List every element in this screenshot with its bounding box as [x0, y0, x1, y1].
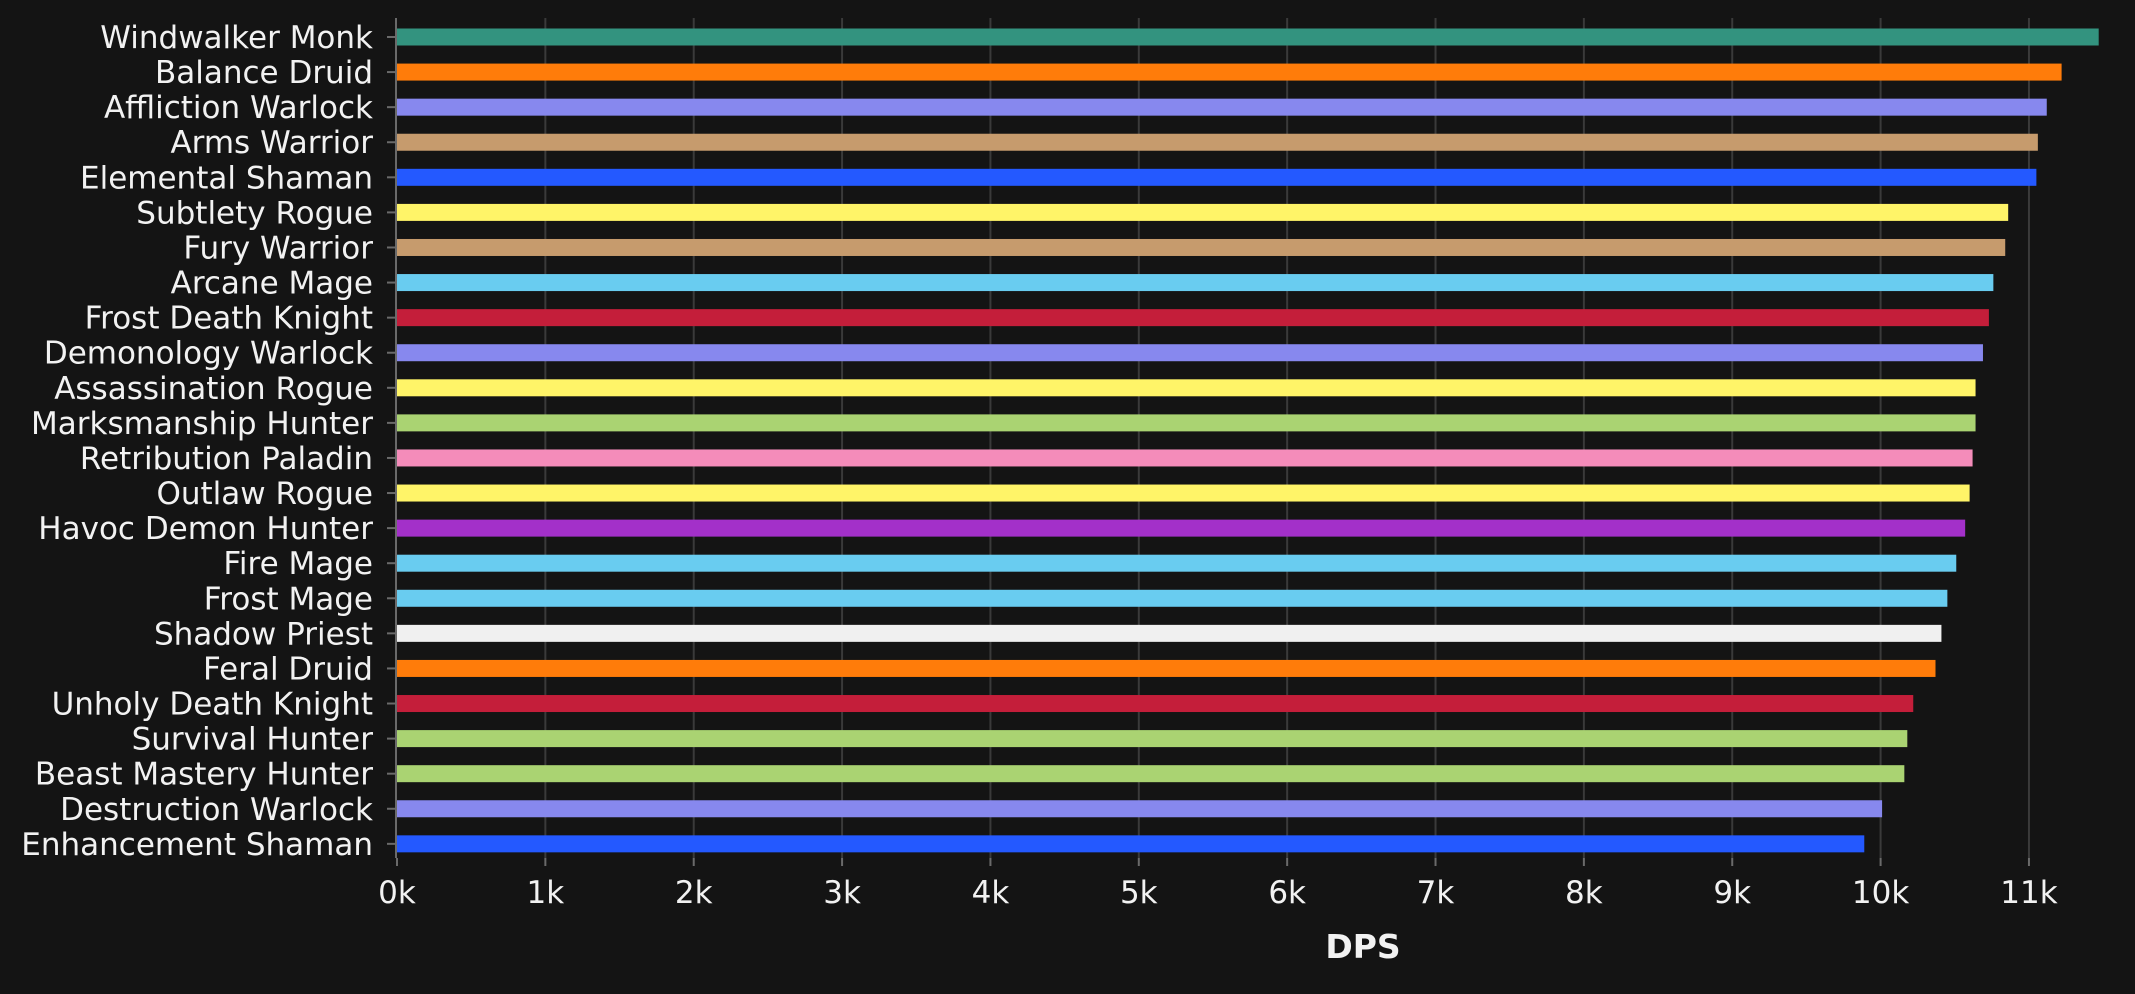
category-label: Frost Death Knight [85, 301, 373, 337]
category-label: Elemental Shaman [80, 160, 373, 196]
x-tick-label: 5k [1120, 875, 1158, 911]
bar-fire-mage [397, 554, 1957, 572]
bar-shadow-priest [397, 624, 1942, 642]
bar-marksmanship-hunter [397, 414, 1976, 432]
category-label: Frost Mage [204, 581, 373, 617]
x-tick-label: 10k [1852, 875, 1909, 911]
category-label: Marksmanship Hunter [31, 406, 373, 442]
bar-frost-mage [397, 589, 1948, 607]
category-label: Balance Druid [155, 55, 373, 91]
category-label: Subtlety Rogue [136, 195, 373, 231]
category-label: Havoc Demon Hunter [38, 511, 373, 547]
x-tick-label: 1k [527, 875, 565, 911]
bar-subtlety-rogue [397, 203, 2009, 221]
bar-beast-mastery-hunter [397, 765, 1905, 783]
category-label: Demonology Warlock [44, 336, 373, 372]
x-tick-label: 7k [1417, 875, 1455, 911]
x-tick-label: 4k [972, 875, 1010, 911]
category-label: Arcane Mage [171, 266, 373, 302]
category-label: Feral Druid [203, 651, 373, 687]
bar-elemental-shaman [397, 168, 2037, 186]
category-label: Survival Hunter [132, 722, 374, 758]
category-label: Enhancement Shaman [21, 827, 373, 863]
bar-survival-hunter [397, 730, 1908, 748]
bar-fury-warrior [397, 238, 2006, 256]
bar-unholy-death-knight [397, 695, 1914, 713]
bar-arms-warrior [397, 133, 2038, 151]
bar-feral-druid [397, 659, 1936, 677]
bar-frost-death-knight [397, 309, 1989, 327]
category-label: Unholy Death Knight [52, 687, 373, 723]
bar-demonology-warlock [397, 344, 1983, 362]
category-label: Shadow Priest [154, 616, 373, 652]
x-tick-label: 9k [1713, 875, 1751, 911]
category-label: Fire Mage [223, 546, 373, 582]
bar-havoc-demon-hunter [397, 519, 1966, 537]
bar-arcane-mage [397, 274, 1994, 292]
category-label: Affliction Warlock [104, 90, 373, 126]
category-label: Windwalker Monk [100, 20, 373, 56]
bar-retribution-paladin [397, 449, 1973, 467]
bar-affliction-warlock [397, 98, 2047, 116]
category-label: Destruction Warlock [60, 792, 373, 828]
category-label: Assassination Rogue [54, 371, 373, 407]
x-tick-labels: 0k 1k 2k 3k 4k 5k 6k 7k 8k 9k 10k 11k [378, 858, 2058, 911]
x-tick-label: 6k [1268, 875, 1306, 911]
axes [387, 18, 397, 858]
x-tick-label: 3k [823, 875, 861, 911]
category-label: Beast Mastery Hunter [35, 757, 373, 793]
bar-outlaw-rogue [397, 484, 1970, 502]
bar-assassination-rogue [397, 379, 1976, 397]
category-label: Outlaw Rogue [156, 476, 373, 512]
x-tick-label: 2k [675, 875, 713, 911]
bar-enhancement-shaman [397, 835, 1865, 853]
x-axis-title: DPS [1325, 927, 1400, 966]
bars [397, 28, 2099, 853]
bar-destruction-warlock [397, 800, 1883, 818]
category-label: Retribution Paladin [80, 441, 373, 477]
category-label: Arms Warrior [170, 125, 373, 161]
bar-balance-druid [397, 63, 2062, 81]
x-tick-label: 0k [378, 875, 416, 911]
x-tick-label: 11k [2000, 875, 2057, 911]
category-label: Fury Warrior [183, 230, 373, 266]
grid-lines [544, 18, 2030, 858]
bar-windwalker-monk [397, 28, 2099, 46]
x-tick-label: 8k [1565, 875, 1603, 911]
